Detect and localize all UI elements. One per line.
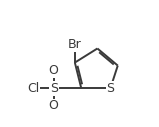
Text: S: S bbox=[106, 82, 114, 95]
Text: S: S bbox=[50, 82, 58, 95]
Text: Cl: Cl bbox=[28, 82, 40, 95]
Text: O: O bbox=[49, 99, 59, 112]
Text: Br: Br bbox=[68, 38, 82, 51]
Text: O: O bbox=[49, 64, 59, 77]
